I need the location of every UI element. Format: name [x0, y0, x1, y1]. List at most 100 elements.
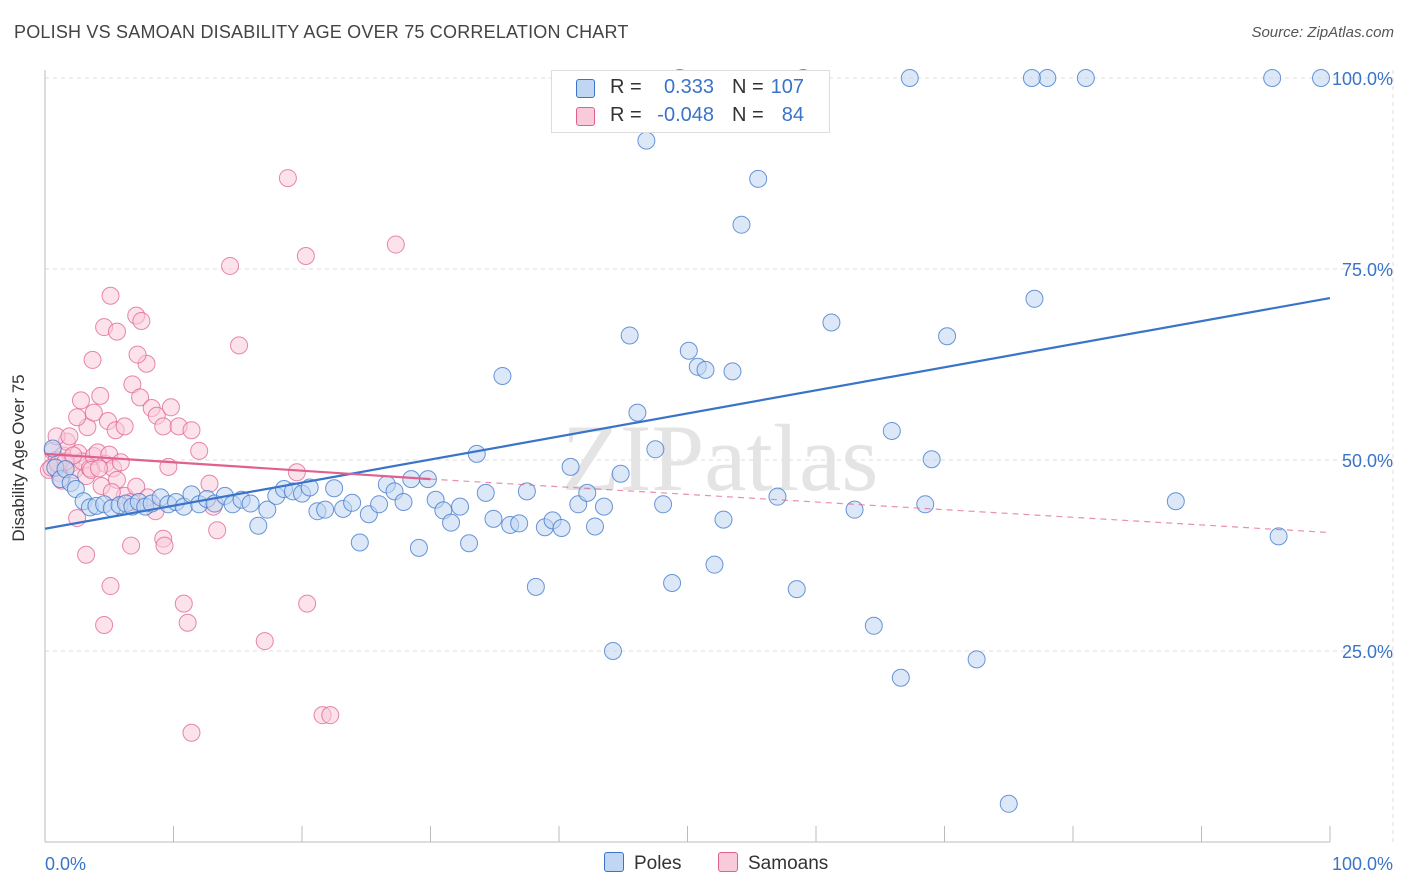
poles-point	[679, 341, 698, 360]
legend-r-label: R =	[610, 76, 642, 98]
samoans-point	[255, 632, 274, 651]
samoans-point	[83, 350, 102, 369]
legend-n-value: 84	[781, 104, 804, 126]
poles-point	[787, 580, 806, 599]
poles-point	[646, 440, 665, 459]
poles-point	[999, 794, 1018, 813]
legend-n-label: N =	[732, 104, 764, 126]
poles-point	[249, 516, 268, 535]
poles-swatch	[604, 852, 624, 872]
poles-point	[749, 169, 768, 188]
poles-point	[258, 500, 277, 519]
poles-point	[476, 483, 495, 502]
poles-point	[394, 493, 413, 512]
samoans-legend-label: Samoans	[748, 853, 829, 874]
samoans-point	[77, 545, 96, 564]
samoans-point	[161, 398, 180, 417]
y-tick-label: 75.0%	[1342, 260, 1393, 280]
poles-point	[409, 538, 428, 557]
poles-point	[594, 497, 613, 516]
samoans-point	[89, 459, 108, 478]
samoans-point	[182, 421, 201, 440]
samoans-point	[178, 613, 197, 632]
poles-point	[938, 327, 957, 346]
samoans-point	[101, 577, 120, 596]
bottom-legend-samoans: Samoans	[718, 852, 828, 875]
samoans-point	[190, 441, 209, 460]
poles-point	[561, 457, 580, 476]
samoans-point	[84, 403, 103, 422]
samoans-point	[298, 594, 317, 613]
samoans-point	[221, 256, 240, 275]
poles-point	[517, 482, 536, 501]
poles-point	[714, 510, 733, 529]
poles-point	[864, 616, 883, 635]
poles-point	[1269, 527, 1288, 546]
poles-point	[628, 403, 647, 422]
bottom-legend-poles: Poles	[604, 852, 682, 875]
samoans-trend-dashed	[430, 478, 1331, 534]
x-tick-label: 100.0%	[1332, 854, 1393, 874]
poles-point	[343, 493, 362, 512]
poles-point	[891, 668, 910, 687]
poles-point	[967, 650, 986, 669]
y-tick-label: 100.0%	[1332, 69, 1393, 89]
poles-point	[1025, 289, 1044, 308]
poles-point	[467, 444, 486, 463]
legend-n-label: N =	[732, 76, 764, 98]
samoans-point	[60, 427, 79, 446]
legend-r-value: -0.048	[657, 104, 714, 126]
samoans-point	[132, 311, 151, 330]
poles-point	[300, 478, 319, 497]
poles-point	[637, 131, 656, 150]
poles-point	[1038, 69, 1057, 87]
samoans-point	[155, 536, 174, 555]
poles-swatch	[576, 79, 595, 98]
chart-title: POLISH VS SAMOAN DISABILITY AGE OVER 75 …	[14, 22, 629, 42]
samoans-point	[321, 706, 340, 725]
y-tick-label: 50.0%	[1342, 451, 1393, 471]
poles-point	[350, 533, 369, 552]
poles-point	[603, 642, 622, 660]
poles-points	[43, 69, 1331, 813]
samoans-point	[174, 594, 193, 613]
poles-point	[510, 514, 529, 533]
samoans-points	[39, 169, 405, 742]
tick-labels: 100.0% 75.0% 50.0% 25.0% 0.0% 100.0%	[45, 69, 1393, 874]
poles-point	[493, 366, 512, 385]
legend-n-value: 107	[770, 76, 804, 98]
poles-point	[723, 362, 742, 381]
poles-point	[484, 509, 503, 528]
samoans-swatch	[576, 107, 595, 126]
poles-point	[1076, 69, 1095, 87]
poles-point	[451, 497, 470, 516]
legend-row-poles: R = 0.333 N = 107	[552, 74, 829, 102]
poles-point	[526, 577, 545, 596]
samoans-point	[128, 345, 147, 364]
poles-point	[822, 313, 841, 332]
poles-point	[585, 517, 604, 536]
poles-point	[696, 360, 715, 379]
poles-point	[922, 450, 941, 469]
poles-point	[1263, 69, 1282, 87]
legend-r-label: R =	[610, 104, 642, 126]
poles-point	[882, 421, 901, 440]
samoans-trend-line	[44, 452, 431, 481]
samoans-point	[95, 616, 114, 635]
poles-point	[43, 439, 62, 458]
samoans-point	[230, 336, 249, 355]
legend-r-value: 0.333	[663, 76, 714, 98]
poles-point	[442, 513, 461, 532]
samoans-point	[296, 247, 315, 266]
poles-point	[732, 215, 751, 234]
x-tick-label: 0.0%	[45, 854, 86, 874]
poles-point	[578, 483, 597, 502]
watermark: ZIPatlas	[562, 405, 879, 511]
samoans-point	[122, 536, 141, 555]
poles-point	[845, 500, 864, 519]
poles-point	[241, 494, 260, 513]
samoans-point	[278, 169, 297, 188]
poles-point	[900, 69, 919, 87]
correlation-legend: R = 0.333 N = 107 R = -0.048 N = 84	[551, 70, 830, 133]
